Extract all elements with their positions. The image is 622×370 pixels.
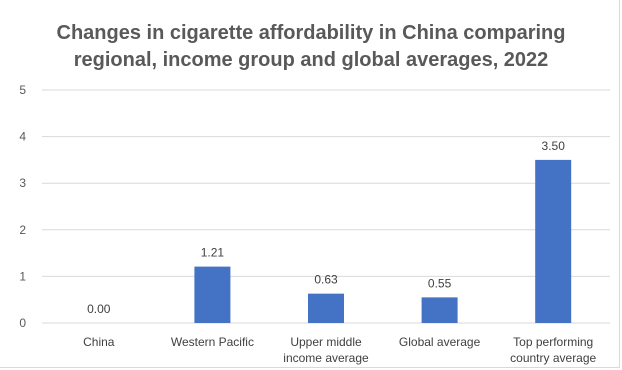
labels: 0 1 2 3 4 5 0.00 China 1.21 Western Pacific 0.63 Up… (19, 83, 596, 365)
y-tick-label: 3 (19, 176, 26, 190)
y-tick-label: 1 (19, 269, 26, 283)
bar (535, 159, 572, 323)
x-category-label: income average (283, 351, 369, 365)
x-category-label: Upper middle (290, 335, 362, 349)
bar (421, 297, 458, 323)
data-label: 0.00 (87, 302, 111, 316)
x-category-label: Western Pacific (171, 335, 254, 349)
x-category-label: Top performing (513, 335, 593, 349)
chart-title-line-2: regional, income group and global averag… (73, 49, 549, 71)
chart-title-line-1: Changes in cigarette affordability in Ch… (56, 22, 566, 44)
data-label: 0.55 (428, 276, 452, 290)
x-category-label: China (83, 335, 115, 349)
y-tick-label: 5 (19, 83, 26, 97)
bar (194, 266, 231, 323)
data-label: 3.50 (542, 139, 566, 153)
bar (308, 293, 344, 323)
data-label: 1.21 (201, 246, 225, 260)
data-label: 0.63 (314, 273, 338, 287)
gridlines (42, 89, 610, 324)
chart-title: Changes in cigarette affordability in Ch… (0, 20, 622, 74)
x-category-label: Global average (399, 335, 481, 349)
x-category-label: country average (510, 351, 596, 365)
bars (194, 159, 572, 323)
y-tick-label: 0 (19, 316, 26, 330)
y-tick-label: 4 (19, 130, 26, 144)
y-tick-label: 2 (19, 223, 26, 237)
